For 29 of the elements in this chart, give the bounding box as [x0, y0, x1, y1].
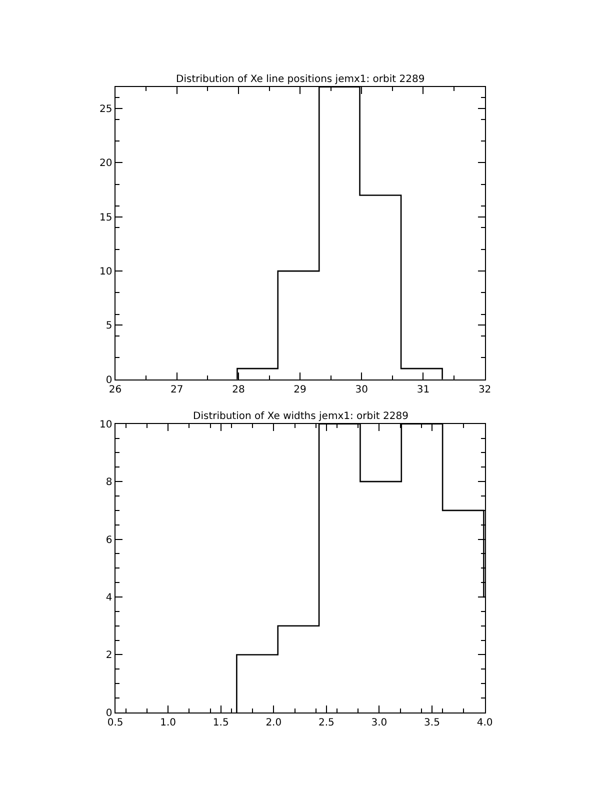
y-tick-label: 0 [106, 374, 112, 386]
y-tick-label: 10 [100, 266, 112, 278]
y-tick-label: 8 [106, 477, 112, 488]
x-tick-label: 31 [416, 384, 430, 396]
y-tick-label: 20 [100, 158, 112, 170]
x-tick-label: 0.5 [107, 717, 124, 728]
x-tick-label: 27 [170, 384, 184, 396]
x-tick-label: 3.5 [424, 717, 440, 728]
y-tick-label: 5 [106, 320, 112, 332]
y-tick-label: 4 [106, 592, 112, 604]
x-tick-label: 2.0 [266, 717, 282, 728]
x-tick-label: 3.0 [371, 717, 388, 728]
y-tick-label: 2 [106, 650, 112, 662]
y-tick-label: 25 [100, 104, 112, 116]
y-tick-label: 6 [106, 534, 112, 546]
x-tick-label: 2.5 [318, 717, 334, 728]
x-tick-label: 4.0 [476, 717, 493, 728]
chart-title: Distribution of Xe line positions jemx1: orbit 2289 [176, 74, 425, 85]
x-tick-label: 30 [355, 384, 368, 396]
x-tick-label: 29 [294, 384, 306, 396]
y-tick-label: 15 [100, 212, 112, 224]
y-tick-label: 0 [106, 708, 112, 719]
x-tick-label: 1.0 [160, 717, 176, 728]
chart-title: Distribution of Xe widths jemx1: orbit 2289 [193, 411, 408, 422]
y-tick-label: 10 [100, 419, 112, 430]
x-tick-label: 26 [108, 384, 122, 396]
x-tick-label: 28 [232, 384, 245, 396]
x-tick-label: 1.5 [212, 717, 229, 728]
x-tick-label: 32 [478, 384, 492, 396]
